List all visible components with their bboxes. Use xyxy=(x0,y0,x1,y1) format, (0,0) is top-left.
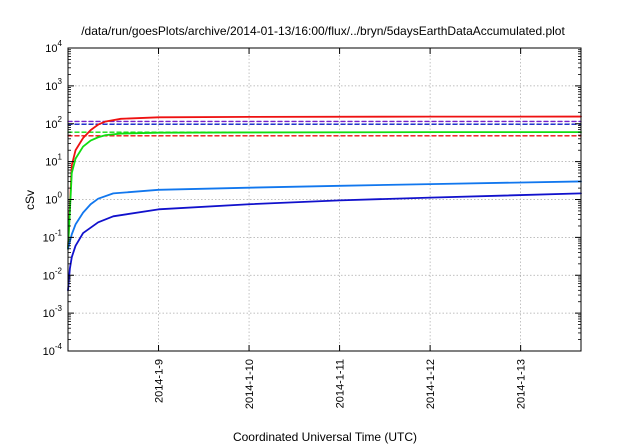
x-axis: 2014-1-9 2014-1-10 2014-1-11 2014-1-12 2014-… xyxy=(154,48,528,409)
y-tick-base: 10 xyxy=(45,81,57,93)
y-tick-exponent: -4 xyxy=(55,342,63,351)
y-tick-exponent: 4 xyxy=(58,39,63,48)
y-tick-label: 104 xyxy=(45,39,62,55)
y-tick-base: 10 xyxy=(45,119,57,131)
y-tick-exponent: 1 xyxy=(58,153,63,162)
chart-title: /data/run/goesPlots/archive/2014-01-13/1… xyxy=(81,24,565,38)
x-tick-label: 2014-1-13 xyxy=(516,359,528,409)
y-tick-base: 10 xyxy=(43,232,55,244)
y-tick-exponent: 2 xyxy=(58,115,63,124)
y-tick-label: 10-1 xyxy=(43,228,63,244)
y-tick-label: 10-2 xyxy=(43,266,63,282)
y-tick-base: 10 xyxy=(43,308,55,320)
y-tick-exponent: -1 xyxy=(55,228,63,237)
y-tick-label: 10-4 xyxy=(43,342,63,358)
series-line-1 xyxy=(67,115,582,250)
y-tick-label: 10-3 xyxy=(43,304,63,320)
x-axis-label: Coordinated Universal Time (UTC) xyxy=(233,430,417,444)
y-tick-label: 101 xyxy=(45,153,62,169)
y-tick-base: 10 xyxy=(45,195,57,207)
y-tick-label: 103 xyxy=(45,77,62,93)
y-axis-label: cSv xyxy=(23,190,37,210)
x-tick-label: 2014-1-11 xyxy=(335,359,347,408)
series-line-4 xyxy=(67,192,582,292)
y-tick-exponent: -2 xyxy=(55,266,63,275)
series-line-3 xyxy=(67,180,582,250)
y-tick-exponent: 3 xyxy=(58,77,63,86)
y-tick-exponent: -3 xyxy=(55,304,63,313)
y-tick-label: 100 xyxy=(45,191,62,207)
y-tick-label: 102 xyxy=(45,115,62,131)
y-tick-base: 10 xyxy=(45,43,57,55)
x-tick-label: 2014-1-12 xyxy=(425,359,437,409)
y-tick-base: 10 xyxy=(45,157,57,169)
y-tick-exponent: 0 xyxy=(58,191,63,200)
x-tick-label: 2014-1-10 xyxy=(244,359,256,409)
series-line-2 xyxy=(67,131,582,250)
y-tick-base: 10 xyxy=(43,270,55,282)
y-tick-base: 10 xyxy=(43,346,55,358)
x-tick-label: 2014-1-9 xyxy=(154,359,166,403)
series-layer xyxy=(67,115,582,292)
grid xyxy=(68,48,581,351)
